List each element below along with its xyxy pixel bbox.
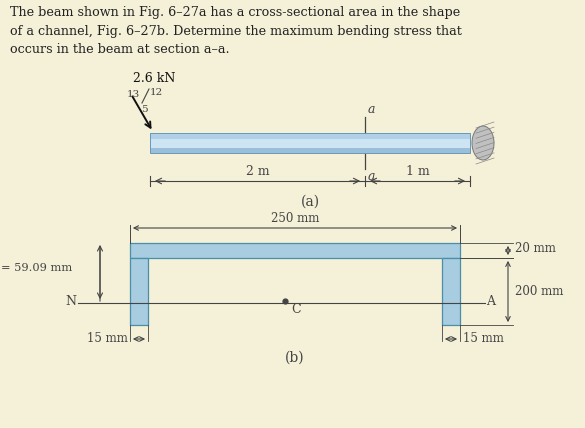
Text: (a): (a): [301, 195, 319, 209]
Bar: [150, 133, 470, 153]
Text: 15 mm: 15 mm: [463, 332, 504, 345]
Text: 5: 5: [140, 105, 147, 114]
Text: The beam shown in Fig. 6–27a has a cross-sectional area in the shape
of a channe: The beam shown in Fig. 6–27a has a cross…: [10, 6, 462, 56]
Text: ȳ = 59.09 mm: ȳ = 59.09 mm: [0, 263, 72, 273]
Ellipse shape: [472, 126, 494, 160]
Bar: [442, 258, 460, 325]
Text: 2 m: 2 m: [246, 165, 269, 178]
Text: a: a: [368, 170, 376, 183]
Text: 12: 12: [150, 87, 163, 96]
Text: 200 mm: 200 mm: [515, 285, 563, 298]
Bar: [130, 258, 148, 325]
Text: 13: 13: [127, 89, 140, 98]
Text: N: N: [65, 295, 76, 309]
Text: 250 mm: 250 mm: [271, 212, 319, 225]
Text: 2.6 kN: 2.6 kN: [133, 72, 176, 85]
Text: C: C: [291, 303, 301, 316]
Bar: [150, 148, 470, 153]
Bar: [150, 139, 470, 148]
Text: 20 mm: 20 mm: [515, 242, 556, 255]
Bar: [130, 243, 460, 258]
Bar: [150, 133, 470, 139]
Text: A: A: [486, 295, 495, 309]
Text: a: a: [368, 103, 376, 116]
Text: 1 m: 1 m: [405, 165, 429, 178]
Text: (b): (b): [285, 351, 305, 365]
Text: 15 mm: 15 mm: [87, 332, 128, 345]
